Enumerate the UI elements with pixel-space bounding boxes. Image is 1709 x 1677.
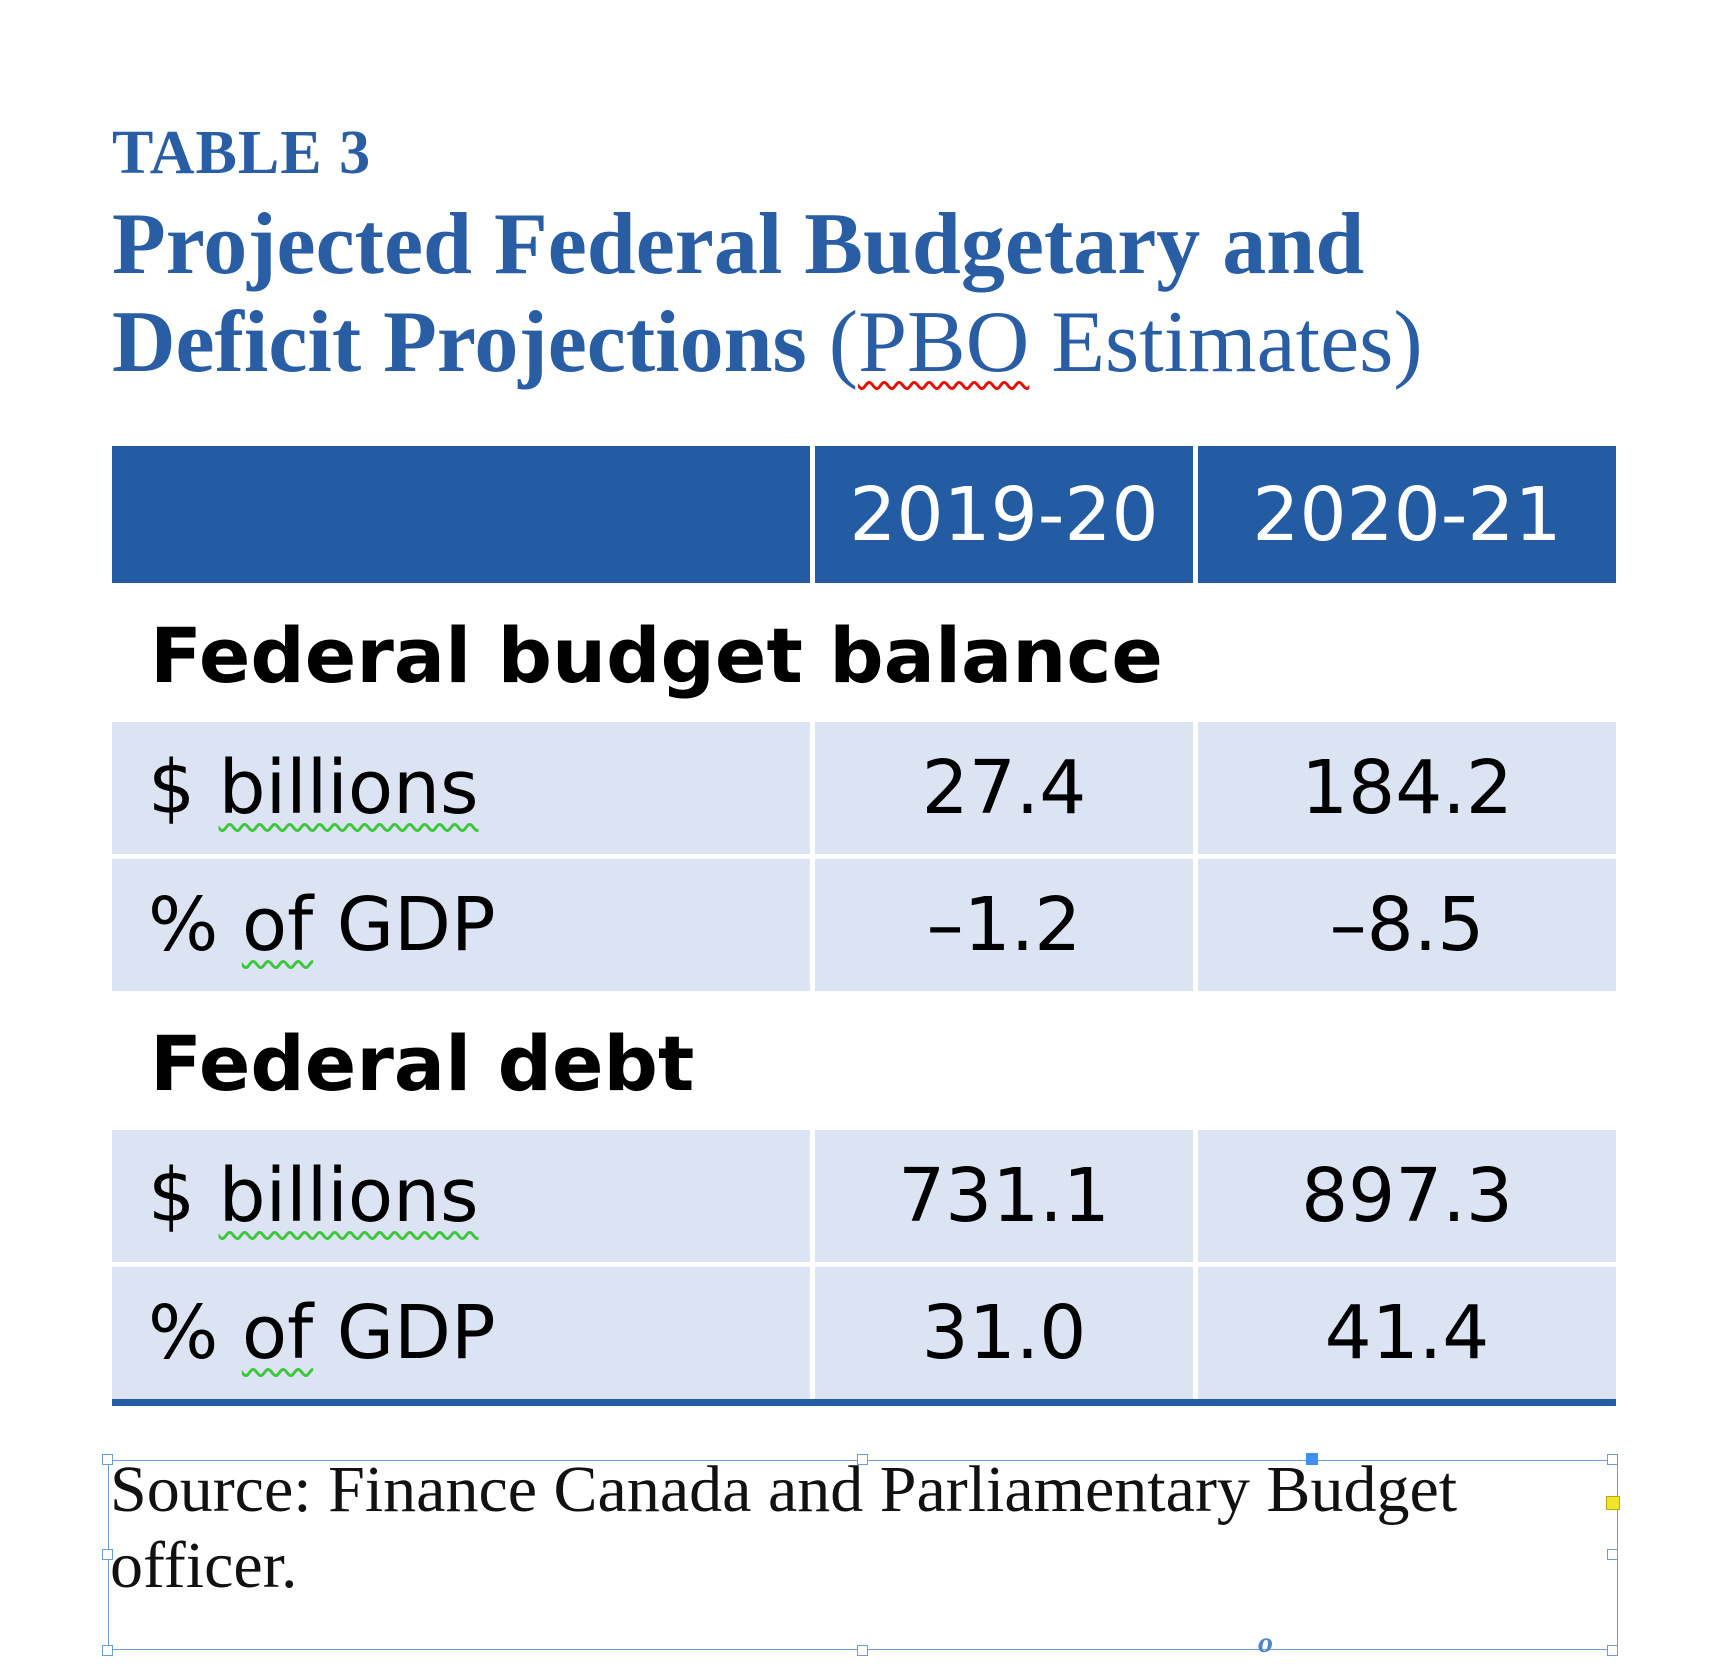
- frame-handle-top-right[interactable]: [1607, 1454, 1618, 1465]
- table-row: % of GDP –1.2 –8.5: [112, 859, 1616, 991]
- value-cell: 184.2: [1198, 722, 1616, 854]
- label-word-flagged[interactable]: billions: [218, 1153, 479, 1239]
- label-prefix: %: [148, 882, 242, 968]
- label-word-flagged[interactable]: billions: [218, 745, 479, 831]
- value-cell: 731.1: [815, 1130, 1193, 1262]
- header-cell-blank: [112, 446, 810, 583]
- section-heading-row: Federal budget balance: [112, 588, 1616, 722]
- frame-handle-bottom-middle[interactable]: [857, 1645, 868, 1656]
- label-suffix: GDP: [313, 1290, 496, 1376]
- label-word-flagged[interactable]: of: [241, 882, 314, 968]
- title-line-2-rest: Estimates): [1029, 294, 1423, 391]
- row-label: $ billions: [112, 1130, 810, 1262]
- table-row: % of GDP 31.0 41.4: [112, 1267, 1616, 1399]
- row-label: $ billions: [112, 722, 810, 854]
- frame-out-port-icon[interactable]: o: [1258, 1626, 1273, 1659]
- frame-handle-middle-left[interactable]: [102, 1549, 113, 1560]
- table-number-label: TABLE 3: [112, 119, 372, 187]
- value-cell: 41.4: [1198, 1267, 1616, 1399]
- title-abbr-misspelled[interactable]: PBO: [858, 294, 1030, 391]
- value-cell: 897.3: [1198, 1130, 1616, 1262]
- header-cell-2020-21: 2020-21: [1198, 446, 1616, 583]
- value-cell: 27.4: [815, 722, 1193, 854]
- projections-table: 2019-20 2020-21 Federal budget balance $…: [112, 446, 1616, 1406]
- table-bottom-rule: [112, 1399, 1616, 1406]
- table-header-row: 2019-20 2020-21: [112, 446, 1616, 583]
- value-cell: –8.5: [1198, 859, 1616, 991]
- table-title: Projected Federal Budgetary and Deficit …: [112, 196, 1592, 392]
- table-row: $ billions 731.1 897.3: [112, 1130, 1616, 1262]
- header-cell-2019-20: 2019-20: [815, 446, 1193, 583]
- title-line-2-open: (: [806, 294, 859, 391]
- label-symbol: $: [148, 745, 219, 831]
- section-heading-row: Federal debt: [112, 996, 1616, 1130]
- frame-corner-options-handle[interactable]: [1606, 1496, 1620, 1510]
- section-heading-budget-balance: Federal budget balance: [150, 610, 1163, 700]
- row-label: % of GDP: [112, 1267, 810, 1399]
- title-line-2-bold: Deficit Projections: [112, 294, 807, 391]
- label-word-flagged[interactable]: of: [241, 1290, 314, 1376]
- table-row: $ billions 27.4 184.2: [112, 722, 1616, 854]
- frame-in-port-handle[interactable]: [1306, 1453, 1318, 1465]
- label-suffix: GDP: [313, 882, 496, 968]
- value-cell: 31.0: [815, 1267, 1193, 1399]
- value-cell: –1.2: [815, 859, 1193, 991]
- section-heading-federal-debt: Federal debt: [150, 1018, 695, 1108]
- source-note[interactable]: Source: Finance Canada and Parliamentary…: [110, 1453, 1458, 1602]
- label-symbol: $: [148, 1153, 219, 1239]
- frame-handle-bottom-left[interactable]: [102, 1645, 113, 1656]
- frame-handle-top-left[interactable]: [102, 1454, 113, 1465]
- label-prefix: %: [148, 1290, 242, 1376]
- frame-handle-top-middle[interactable]: [857, 1454, 868, 1465]
- title-line-1: Projected Federal Budgetary and: [112, 196, 1365, 293]
- frame-handle-middle-right[interactable]: [1607, 1549, 1618, 1560]
- frame-handle-bottom-right[interactable]: [1607, 1645, 1618, 1656]
- row-label: % of GDP: [112, 859, 810, 991]
